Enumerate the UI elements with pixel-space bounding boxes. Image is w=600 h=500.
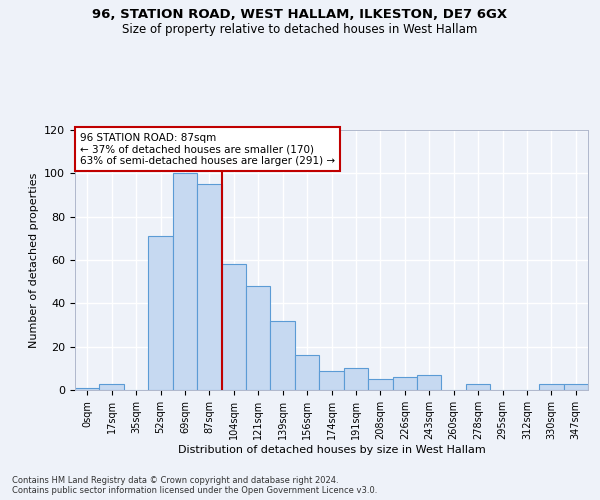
Bar [344,368,368,390]
Text: Size of property relative to detached houses in West Hallam: Size of property relative to detached ho… [122,22,478,36]
Bar [173,174,197,390]
Bar [221,264,246,390]
Y-axis label: Number of detached properties: Number of detached properties [29,172,38,348]
Bar [271,320,295,390]
Bar [197,184,221,390]
Bar [417,375,442,390]
Bar [295,356,319,390]
X-axis label: Distribution of detached houses by size in West Hallam: Distribution of detached houses by size … [178,444,485,454]
Bar [100,384,124,390]
Bar [368,379,392,390]
Text: 96, STATION ROAD, WEST HALLAM, ILKESTON, DE7 6GX: 96, STATION ROAD, WEST HALLAM, ILKESTON,… [92,8,508,20]
Bar [466,384,490,390]
Bar [539,384,563,390]
Bar [392,377,417,390]
Bar [319,370,344,390]
Bar [75,388,100,390]
Text: Contains HM Land Registry data © Crown copyright and database right 2024.
Contai: Contains HM Land Registry data © Crown c… [12,476,377,495]
Bar [148,236,173,390]
Bar [246,286,271,390]
Bar [563,384,588,390]
Text: 96 STATION ROAD: 87sqm
← 37% of detached houses are smaller (170)
63% of semi-de: 96 STATION ROAD: 87sqm ← 37% of detached… [80,132,335,166]
